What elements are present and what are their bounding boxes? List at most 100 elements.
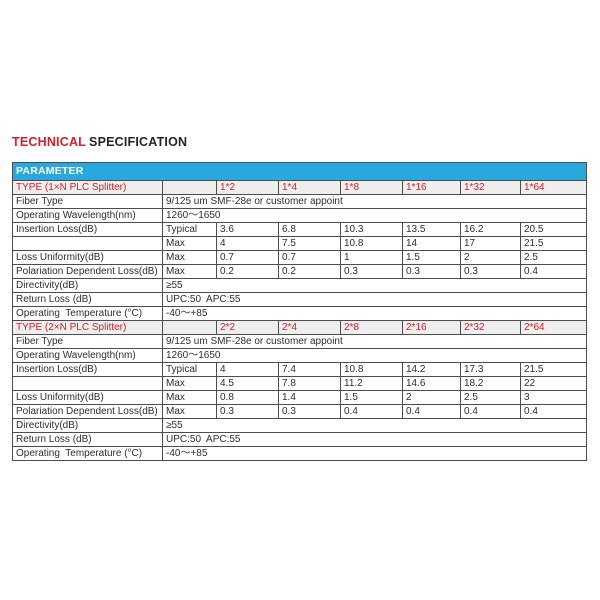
value-cell: 7.5 bbox=[278, 236, 341, 251]
sub-label: Max bbox=[162, 236, 217, 251]
table-row: Insertion Loss(dB) Typical 3.6 6.8 10.3 … bbox=[12, 222, 588, 237]
param-label: Operating Temperature (°C) bbox=[12, 446, 163, 461]
column-header: 1*32 bbox=[460, 180, 521, 195]
column-header: 2*4 bbox=[278, 320, 341, 335]
param-label: Directivity(dB) bbox=[12, 418, 163, 433]
column-header: 2*8 bbox=[340, 320, 403, 335]
value-cell: 0.8 bbox=[216, 390, 279, 405]
value-cell: 10.3 bbox=[340, 222, 403, 237]
param-label: Operating Wavelength(nm) bbox=[12, 348, 163, 363]
value-cell: 0.4 bbox=[340, 404, 403, 419]
table-row: Directivity(dB) ≥55 bbox=[12, 418, 588, 433]
title-highlight: TECHNICAL bbox=[12, 135, 87, 149]
table-row: Max 4.5 7.8 11.2 14.6 18.2 22 bbox=[12, 376, 588, 391]
param-value: ≥55 bbox=[161, 278, 588, 293]
value-cell: 0.2 bbox=[216, 264, 279, 279]
param-label: Operating Temperature (°C) bbox=[12, 306, 163, 321]
param-label: Directivity(dB) bbox=[12, 278, 163, 293]
param-label bbox=[12, 236, 163, 251]
value-cell: 6.8 bbox=[278, 222, 341, 237]
sub-label: Typical bbox=[162, 362, 217, 377]
value-cell: 0.3 bbox=[340, 264, 403, 279]
table-row: Operating Wavelength(nm) 1260～1650 bbox=[12, 348, 588, 363]
value-cell: 4.5 bbox=[216, 376, 279, 391]
value-cell: 14.6 bbox=[402, 376, 461, 391]
param-label: Fiber Type bbox=[12, 194, 163, 209]
param-label bbox=[12, 376, 163, 391]
value-cell: 21.5 bbox=[519, 236, 588, 251]
specification-table: PARAMETER TYPE (1×N PLC Splitter) 1*2 1*… bbox=[11, 162, 588, 461]
value-cell: 1.4 bbox=[278, 390, 341, 405]
column-header: 1*16 bbox=[402, 180, 461, 195]
value-cell: 18.2 bbox=[460, 376, 521, 391]
column-header: 2*2 bbox=[216, 320, 279, 335]
column-header: 2*64 bbox=[519, 320, 588, 335]
value-cell: 2.5 bbox=[519, 250, 588, 265]
param-label: Polariation Dependent Loss(dB) bbox=[12, 404, 163, 419]
param-value: UPC:50 APC:55 bbox=[161, 292, 588, 307]
type-label: TYPE (1×N PLC Splitter) bbox=[12, 180, 163, 195]
table-row: Polariation Dependent Loss(dB) Max 0.3 0… bbox=[12, 404, 588, 419]
param-value: UPC:50 APC:55 bbox=[161, 432, 588, 447]
param-label: Loss Uniformity(dB) bbox=[12, 250, 163, 265]
table-row: Insertion Loss(dB) Typical 4 7.4 10.8 14… bbox=[12, 362, 588, 377]
value-cell: 0.3 bbox=[216, 404, 279, 419]
column-header: 2*16 bbox=[402, 320, 461, 335]
empty-cell bbox=[162, 180, 217, 195]
sub-label: Max bbox=[162, 404, 217, 419]
value-cell: 4 bbox=[216, 236, 279, 251]
value-cell: 0.7 bbox=[278, 250, 341, 265]
page-title: TECHNICAL SPECIFICATION bbox=[12, 135, 187, 149]
title-rest: SPECIFICATION bbox=[89, 135, 188, 149]
value-cell: 10.8 bbox=[340, 236, 403, 251]
value-cell: 17 bbox=[460, 236, 521, 251]
value-cell: 14.2 bbox=[402, 362, 461, 377]
value-cell: 0.3 bbox=[278, 404, 341, 419]
value-cell: 16.2 bbox=[460, 222, 521, 237]
value-cell: 0.3 bbox=[402, 264, 461, 279]
sub-label: Max bbox=[162, 390, 217, 405]
param-label: Operating Wavelength(nm) bbox=[12, 208, 163, 223]
value-cell: 2 bbox=[402, 390, 461, 405]
column-header: 1*2 bbox=[216, 180, 279, 195]
value-cell: 17.3 bbox=[460, 362, 521, 377]
value-cell: 21.5 bbox=[519, 362, 588, 377]
empty-cell bbox=[162, 320, 217, 335]
column-header: 1*64 bbox=[519, 180, 588, 195]
table-row: Operating Temperature (°C) -40～+85 bbox=[12, 306, 588, 321]
sub-label: Typical bbox=[162, 222, 217, 237]
table-row: Max 4 7.5 10.8 14 17 21.5 bbox=[12, 236, 588, 251]
param-label: Loss Uniformity(dB) bbox=[12, 390, 163, 405]
table-header-label: PARAMETER bbox=[11, 162, 588, 181]
value-cell: 14 bbox=[402, 236, 461, 251]
value-cell: 13.5 bbox=[402, 222, 461, 237]
table-row: Directivity(dB) ≥55 bbox=[12, 278, 588, 293]
value-cell: 0.7 bbox=[216, 250, 279, 265]
param-label: Return Loss (dB) bbox=[12, 292, 163, 307]
value-cell: 2.5 bbox=[460, 390, 521, 405]
value-cell: 11.2 bbox=[340, 376, 403, 391]
param-value: 1260～1650 bbox=[161, 348, 588, 363]
sub-label: Max bbox=[162, 376, 217, 391]
param-value: ≥55 bbox=[161, 418, 588, 433]
value-cell: 1.5 bbox=[340, 390, 403, 405]
value-cell: 0.2 bbox=[278, 264, 341, 279]
value-cell: 3.6 bbox=[216, 222, 279, 237]
value-cell: 0.4 bbox=[519, 264, 588, 279]
type-header-row-1xn: TYPE (1×N PLC Splitter) 1*2 1*4 1*8 1*16… bbox=[12, 180, 588, 195]
value-cell: 4 bbox=[216, 362, 279, 377]
param-label: Fiber Type bbox=[12, 334, 163, 349]
value-cell: 7.8 bbox=[278, 376, 341, 391]
type-label: TYPE (2×N PLC Splitter) bbox=[12, 320, 163, 335]
sub-label: Max bbox=[162, 250, 217, 265]
column-header: 1*4 bbox=[278, 180, 341, 195]
value-cell: 0.4 bbox=[519, 404, 588, 419]
value-cell: 22 bbox=[519, 376, 588, 391]
param-value: 9/125 um SMF-28e or customer appoint bbox=[161, 194, 588, 209]
param-value: -40～+85 bbox=[161, 446, 588, 461]
sub-label: Max bbox=[162, 264, 217, 279]
table-row: Operating Temperature (°C) -40～+85 bbox=[12, 446, 588, 461]
type-header-row-2xn: TYPE (2×N PLC Splitter) 2*2 2*4 2*8 2*16… bbox=[12, 320, 588, 335]
param-label: Return Loss (dB) bbox=[12, 432, 163, 447]
